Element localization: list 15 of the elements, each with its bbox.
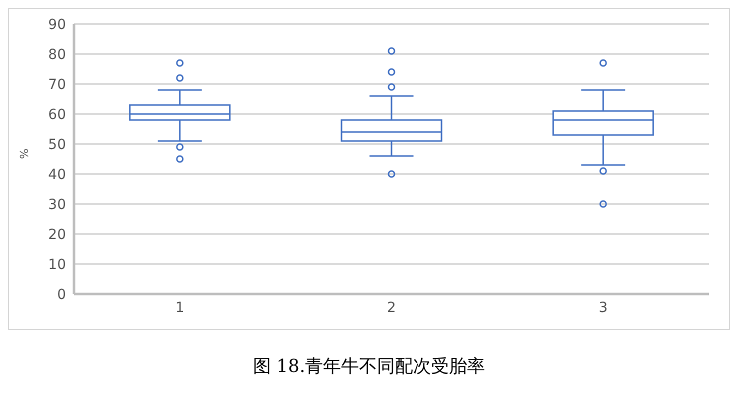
y-axis-title: % (18, 148, 31, 159)
y-tick-label: 60 (48, 106, 66, 123)
y-tick-label: 20 (48, 226, 66, 243)
y-tick-label: 10 (48, 256, 66, 273)
y-tick-label: 30 (48, 196, 66, 213)
y-tick-label: 40 (48, 166, 66, 183)
x-tick-label: 1 (175, 300, 184, 316)
y-tick-label: 50 (48, 136, 66, 153)
x-tick-label: 3 (598, 300, 608, 316)
text: 图 18.青年牛不同配次受胎率 (252, 355, 486, 378)
y-tick-label: 90 (48, 16, 66, 33)
y-tick-label: 70 (48, 76, 66, 93)
y-tick-label: 80 (48, 46, 66, 63)
y-tick-label: 0 (57, 286, 66, 303)
x-tick-label: 2 (387, 300, 396, 316)
